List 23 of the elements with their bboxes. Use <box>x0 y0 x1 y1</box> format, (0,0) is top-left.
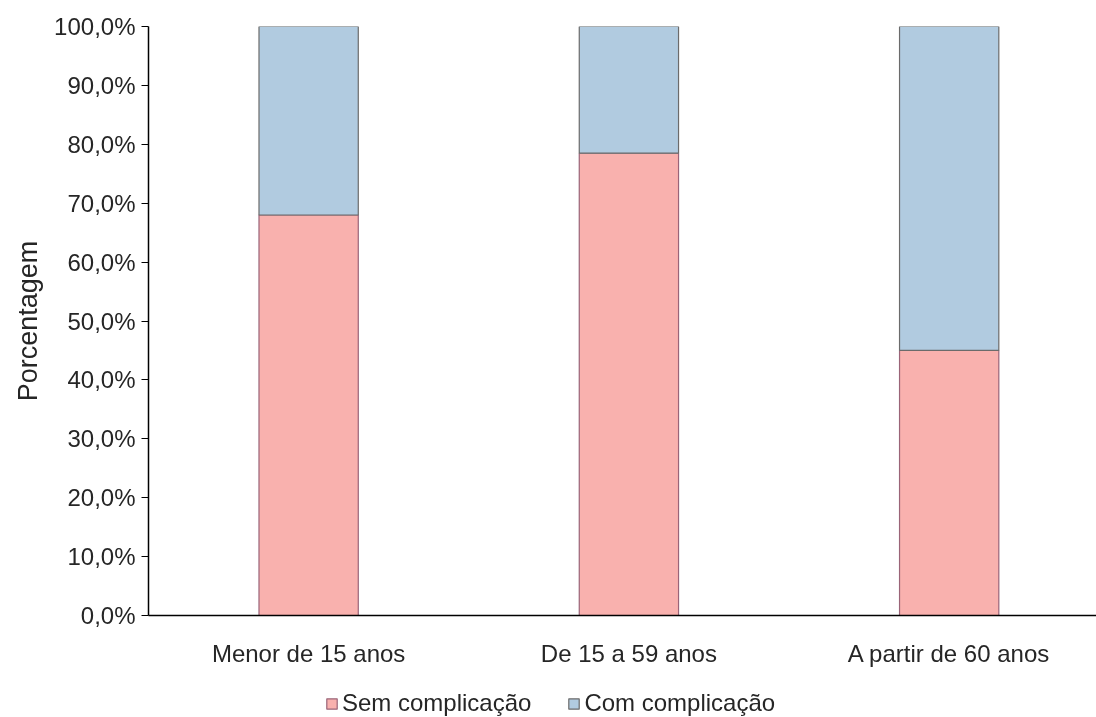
y-tick-label: 70,0% <box>67 189 136 217</box>
bar <box>898 26 1000 352</box>
y-tick-label: 20,0% <box>67 484 136 512</box>
y-tick-label: 40,0% <box>67 366 136 394</box>
y-axis-title: Porcentagem <box>13 240 44 402</box>
bar <box>578 26 680 154</box>
bar <box>258 26 359 216</box>
bar <box>258 214 359 616</box>
y-tick-label: 10,0% <box>67 543 136 571</box>
y-tick-label: 50,0% <box>67 307 136 335</box>
y-tick-label: 100,0% <box>54 13 136 40</box>
legend-label: Com complicação <box>584 689 776 717</box>
x-tick-label: De 15 a 59 anos <box>540 639 717 667</box>
y-tick-label: 0,0% <box>80 602 136 629</box>
y-tick-label: 80,0% <box>67 130 136 158</box>
bar <box>898 349 1000 616</box>
bar <box>578 152 680 616</box>
y-tick-label: 30,0% <box>67 425 136 453</box>
y-tick-label: 60,0% <box>67 248 136 276</box>
y-tick-label: 90,0% <box>67 71 136 99</box>
x-tick-label: A partir de 60 anos <box>847 639 1050 667</box>
x-tick-label: Menor de 15 anos <box>211 639 406 667</box>
legend-label: Sem complicação <box>342 689 532 717</box>
